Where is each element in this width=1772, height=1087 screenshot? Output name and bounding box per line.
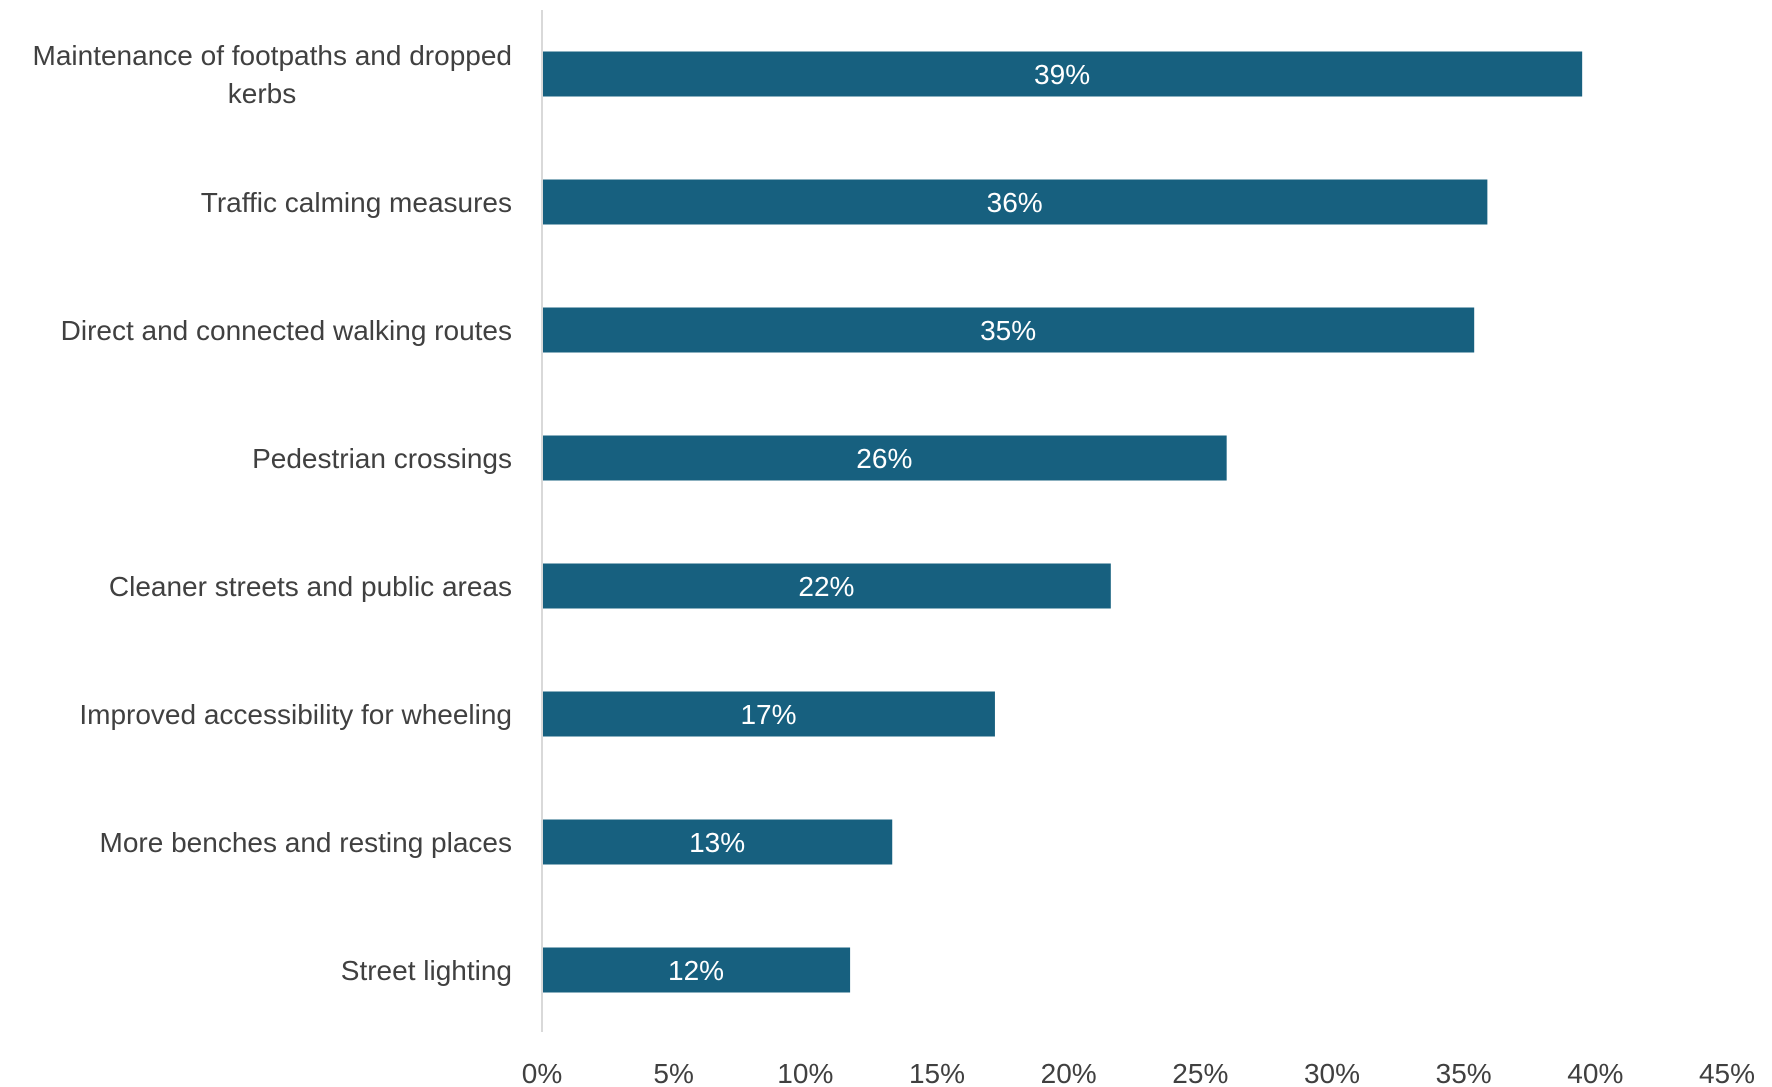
bar-5: [542, 563, 1111, 609]
x-tick-label-30: 30%: [1304, 1058, 1360, 1087]
data-label-2: 36%: [987, 187, 1043, 218]
data-label-6: 17%: [740, 699, 796, 730]
data-label-7: 13%: [689, 827, 745, 858]
x-tick-label-20: 20%: [1041, 1058, 1097, 1087]
x-tick-label-10: 10%: [777, 1058, 833, 1087]
bar-3: [542, 307, 1475, 353]
data-label-4: 26%: [856, 443, 912, 474]
x-tick-label-35: 35%: [1436, 1058, 1492, 1087]
x-tick-label-5: 5%: [653, 1058, 693, 1087]
x-tick-label-25: 25%: [1172, 1058, 1228, 1087]
category-label-8: Street lighting: [341, 955, 512, 986]
category-label-7: More benches and resting places: [100, 827, 512, 858]
category-label-1: Maintenance of footpaths and dropped kerb…: [33, 40, 512, 109]
bar-8: [542, 947, 851, 993]
category-label-6: Improved accessibility for wheeling: [79, 699, 512, 730]
x-tick-label-0: 0%: [522, 1058, 562, 1087]
x-tick-label-15: 15%: [909, 1058, 965, 1087]
data-label-3: 35%: [980, 315, 1036, 346]
x-axis-tick-labels: 0% 5% 10% 15% 20% 25% 30% 35% 40% 45%: [522, 1058, 1755, 1087]
category-labels: Maintenance of footpaths and dropped kerb…: [33, 40, 512, 986]
bar-4: [542, 435, 1227, 481]
bars-layer: [542, 51, 1583, 993]
data-label-5: 22%: [798, 571, 854, 602]
bar-6: [542, 691, 995, 737]
category-label-5: Cleaner streets and public areas: [109, 571, 512, 602]
category-label-3: Direct and connected walking routes: [61, 315, 512, 346]
data-label-8: 12%: [668, 955, 724, 986]
data-label-1: 39%: [1034, 59, 1090, 90]
data-labels: 39% 36% 35% 26% 22% 17% 13% 12%: [668, 59, 1090, 986]
bar-1: [542, 51, 1583, 97]
bar-2: [542, 179, 1488, 225]
category-label-2: Traffic calming measures: [201, 187, 512, 218]
bar-7: [542, 819, 893, 865]
x-tick-label-40: 40%: [1567, 1058, 1623, 1087]
category-label-4: Pedestrian crossings: [252, 443, 512, 474]
x-tick-label-45: 45%: [1699, 1058, 1755, 1087]
